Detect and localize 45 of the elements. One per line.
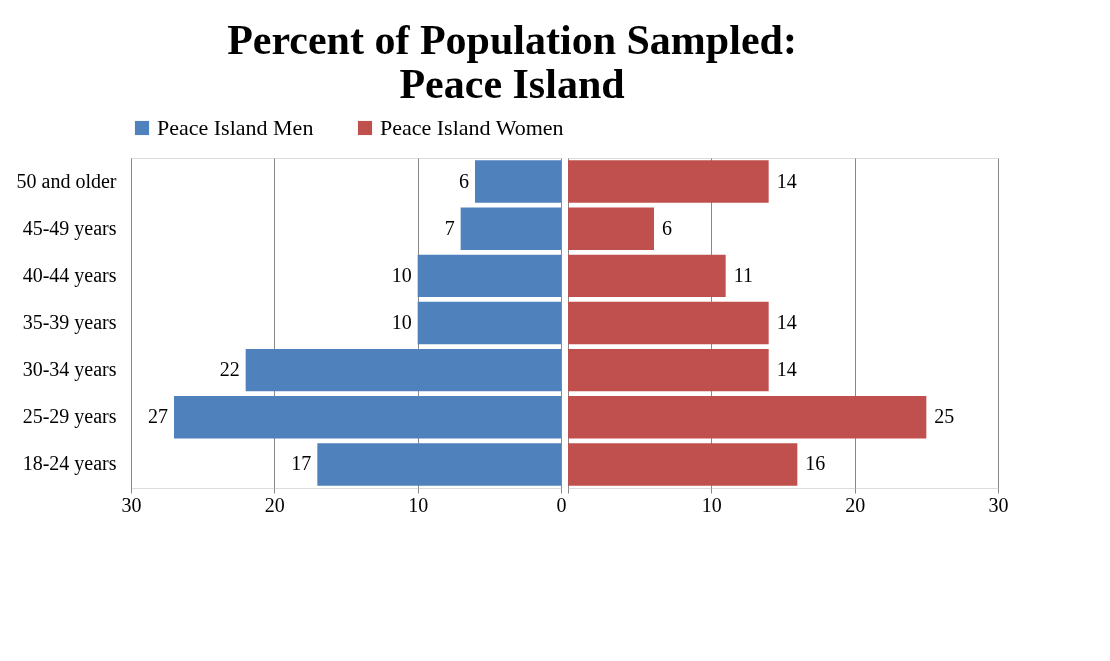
y-tick-label: 30-34 years — [22, 358, 117, 382]
x-tick-label: 30 — [988, 493, 1009, 516]
data-label: 11 — [733, 263, 753, 286]
bar — [460, 207, 561, 250]
x-tick-label: 10 — [408, 493, 429, 516]
bar — [568, 443, 798, 486]
y-tick-label: 18-24 years — [22, 452, 117, 476]
bar — [568, 160, 769, 203]
y-tick-label: 45-49 years — [22, 216, 117, 240]
bar — [245, 348, 561, 392]
data-label: 17 — [291, 452, 312, 475]
legend-label: Peace Island Men — [157, 115, 314, 140]
data-label: 14 — [776, 358, 797, 381]
data-label: 6 — [459, 169, 469, 192]
y-tick-label: 40-44 years — [22, 263, 117, 287]
data-label: 14 — [776, 169, 797, 192]
y-tick-label: 35-39 years — [22, 311, 117, 334]
data-label: 27 — [148, 405, 168, 428]
data-label: 25 — [934, 405, 955, 428]
x-tick-label: 20 — [264, 493, 285, 516]
bar — [568, 254, 726, 298]
bar — [174, 396, 561, 439]
bar — [417, 301, 561, 345]
bar — [568, 207, 654, 250]
bar — [568, 396, 927, 439]
data-label: 22 — [219, 358, 240, 381]
y-tick-label: 25-29 years — [22, 405, 117, 429]
x-tick-label: 0 — [556, 493, 567, 516]
bar — [568, 348, 769, 392]
legend-label: Peace Island Women — [380, 115, 564, 140]
y-tick-label: 50 and older — [16, 169, 117, 192]
data-label: 16 — [805, 452, 826, 475]
bar — [475, 160, 561, 203]
data-label: 10 — [391, 263, 412, 286]
data-label: 14 — [776, 311, 797, 333]
x-tick-label: 20 — [845, 493, 866, 516]
bar — [317, 443, 561, 486]
bar — [568, 301, 769, 345]
x-tick-label: 10 — [701, 493, 722, 516]
bar — [417, 254, 561, 298]
data-label: 7 — [444, 216, 455, 239]
data-label: 6 — [662, 216, 672, 239]
chart-title: Percent of Population Sampled: Peace Island — [227, 17, 797, 107]
x-tick-label: 30 — [121, 493, 142, 516]
data-label: 10 — [391, 311, 412, 333]
